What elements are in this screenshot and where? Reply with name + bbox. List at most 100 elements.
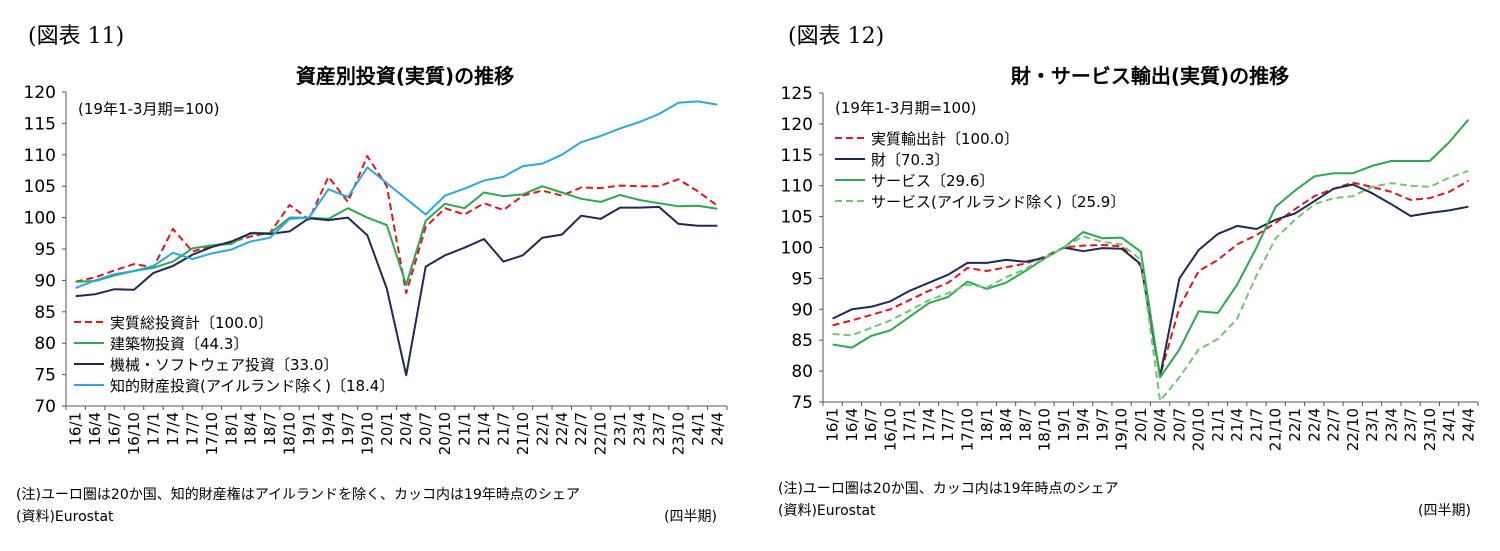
series-line-1 <box>832 183 1469 377</box>
legend-label: 知的財産投資(アイルランド除く)〔18.4〕 <box>110 377 394 395</box>
chart-panel-right: (図表 12) 財・サービス輸出(実質)の推移 75 80 85 90 95 100 105… <box>750 0 1500 551</box>
x-tick-label: 21/10 <box>1267 408 1285 451</box>
x-tick-label: 20/7 <box>417 412 435 446</box>
x-tick-label: 23/10 <box>669 412 687 455</box>
x-tick-label: 20/10 <box>436 412 454 455</box>
x-tick-label: 23/1 <box>611 412 629 446</box>
x-tick-label: 19/7 <box>1093 408 1111 442</box>
x-tick-label: 16/4 <box>843 408 861 442</box>
y-tick-label: 75 <box>34 366 56 386</box>
x-tick-label: 20/7 <box>1170 408 1188 442</box>
x-tick-label: 17/4 <box>920 408 938 442</box>
x-tick-label: 23/10 <box>1421 408 1439 451</box>
chart-note: (注)ユーロ圏は20か国、知的財産権はアイルランドを除く、カッコ内は19年時点の… <box>16 487 580 503</box>
x-tick-label: 23/1 <box>1363 408 1381 442</box>
series-line-0 <box>75 155 718 294</box>
chart-panel-left: (図表 11) 資産別投資(実質)の推移 70 75 80 85 90 95 100 105 1… <box>16 24 728 525</box>
chart-note: (注)ユーロ圏は20か国、カッコ内は19年時点のシェア <box>778 481 1119 497</box>
y-tick-label: 90 <box>34 271 56 291</box>
x-tick-label: 19/1 <box>1055 408 1073 442</box>
x-tick-label: 20/1 <box>378 412 396 446</box>
series-line-2 <box>75 205 718 377</box>
x-tick-label: 17/7 <box>183 412 201 446</box>
x-tick-label: 22/10 <box>592 412 610 455</box>
y-tick-label: 110 <box>24 146 56 166</box>
x-tick-label: 22/1 <box>533 412 551 446</box>
base-period-note: (19年1-3月期=100) <box>835 99 977 117</box>
x-tick-label: 22/1 <box>1286 408 1304 442</box>
legend-label: 機械・ソフトウェア投資〔33.0〕 <box>110 356 338 374</box>
y-tick-label: 110 <box>781 177 813 197</box>
x-tick-label: 19/7 <box>339 412 357 446</box>
figure-label: (図表 11) <box>28 24 125 49</box>
x-tick-label: 19/4 <box>1074 408 1092 442</box>
x-tick-label: 17/1 <box>901 408 919 442</box>
x-tick-label: 19/1 <box>300 412 318 446</box>
x-tick-label: 17/7 <box>939 408 957 442</box>
legend-label: サービス(アイルランド除く)〔25.9〕 <box>871 193 1125 211</box>
x-tick-label: 18/1 <box>222 412 240 446</box>
y-tick-label: 90 <box>791 300 813 320</box>
x-tick-label: 21/7 <box>494 412 512 446</box>
x-tick-label: 19/10 <box>358 412 376 455</box>
chart-source: (資料)Eurostat <box>778 503 876 519</box>
x-tick-label: 18/4 <box>997 408 1015 442</box>
x-tick-label: 16/10 <box>125 412 143 455</box>
x-tick-label: 19/4 <box>319 412 337 446</box>
x-tick-label: 24/4 <box>1459 408 1477 442</box>
y-tick-label: 95 <box>791 269 813 289</box>
x-tick-label: 21/1 <box>456 412 474 446</box>
x-tick-label: 22/7 <box>1325 408 1343 442</box>
x-tick-label: 21/7 <box>1247 408 1265 442</box>
x-tick-label: 23/7 <box>1402 408 1420 442</box>
x-tick-label: 21/4 <box>1228 408 1246 442</box>
y-tick-label: 105 <box>781 208 813 228</box>
series-line-3 <box>75 100 718 289</box>
x-tick-label: 18/7 <box>1016 408 1034 442</box>
y-tick-label: 120 <box>781 115 813 135</box>
x-tick-label: 20/1 <box>1132 408 1150 442</box>
x-tick-label: 16/7 <box>106 412 124 446</box>
x-tick-label: 20/4 <box>1151 408 1169 442</box>
y-tick-label: 120 <box>24 83 56 103</box>
x-tick-label: 16/1 <box>67 412 85 446</box>
x-tick-label: 16/1 <box>824 408 842 442</box>
y-tick-label: 85 <box>791 331 813 351</box>
legend-label: 実質輸出計〔100.0〕 <box>871 130 1019 148</box>
base-period-note: (19年1-3月期=100) <box>78 100 220 118</box>
chart-title: 資産別投資(実質)の推移 <box>295 64 515 88</box>
y-tick-label: 115 <box>781 146 813 166</box>
x-tick-label: 20/10 <box>1190 408 1208 451</box>
x-tick-label: 23/7 <box>650 412 668 446</box>
y-tick-label: 80 <box>34 334 56 354</box>
exports-chart: 75 80 85 90 95 100 105 110 115 120 125 16/1 16/4 16/7… <box>781 84 1479 451</box>
x-tick-label: 24/1 <box>689 412 707 446</box>
series-line-3 <box>832 169 1469 402</box>
y-tick-label: 80 <box>791 362 813 382</box>
y-tick-label: 75 <box>791 393 813 413</box>
y-tick-label: 100 <box>781 239 813 259</box>
y-tick-label: 105 <box>24 177 56 197</box>
x-tick-label: 22/7 <box>572 412 590 446</box>
x-tick-label: 18/7 <box>261 412 279 446</box>
chart-unit: (四半期) <box>1418 503 1471 519</box>
y-tick-label: 125 <box>781 84 813 104</box>
y-tick-label: 95 <box>34 240 56 260</box>
figure-label: (図表 12) <box>788 24 885 49</box>
x-tick-label: 21/10 <box>514 412 532 455</box>
x-tick-label: 16/7 <box>862 408 880 442</box>
x-tick-label: 17/10 <box>203 412 221 455</box>
x-tick-label: 21/4 <box>475 412 493 446</box>
x-tick-label: 18/10 <box>281 412 299 455</box>
x-tick-label: 21/1 <box>1209 408 1227 442</box>
legend-label: サービス〔29.6〕 <box>871 172 994 190</box>
series-line-2 <box>832 118 1470 379</box>
legend-label: 財〔70.3〕 <box>871 151 949 169</box>
y-tick-label: 85 <box>34 303 56 323</box>
y-tick-label: 115 <box>24 114 56 134</box>
x-tick-label: 19/10 <box>1113 408 1131 451</box>
x-tick-label: 22/4 <box>553 412 571 446</box>
x-tick-label: 18/1 <box>978 408 996 442</box>
x-tick-label: 22/4 <box>1305 408 1323 442</box>
